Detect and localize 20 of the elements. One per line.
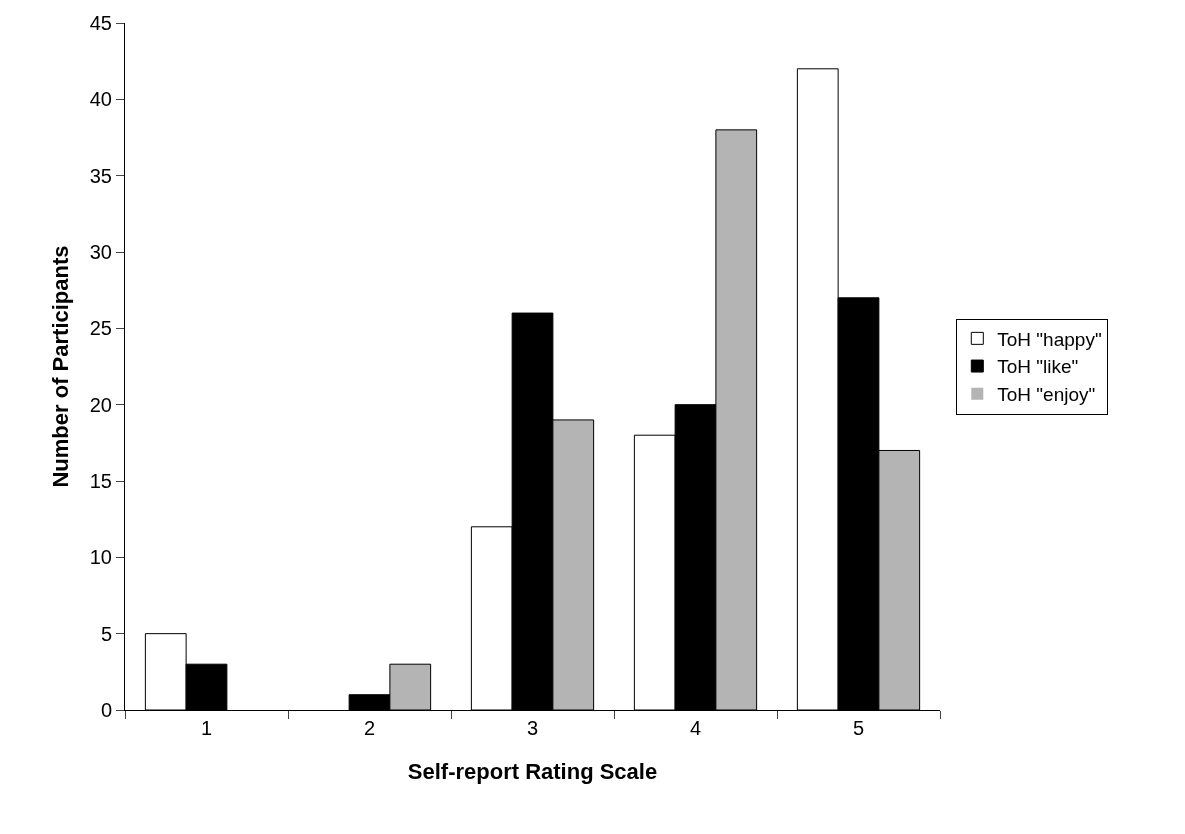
legend-label: ToH "like" — [997, 356, 1079, 378]
x-tick-label: 1 — [200, 717, 213, 739]
x-axis-title: Self-report Rating Scale — [407, 758, 658, 784]
y-tick-label: 15 — [89, 470, 112, 492]
y-tick-label: 0 — [100, 699, 112, 721]
y-axis-title: Number of Participants — [47, 245, 73, 488]
y-tick-label: 30 — [89, 241, 112, 263]
y-tick-label: 40 — [89, 88, 112, 111]
y-tick-label: 5 — [100, 622, 112, 645]
x-tick-label: 3 — [526, 717, 539, 739]
x-tick-label: 2 — [363, 717, 376, 739]
y-tick-label: 25 — [89, 317, 112, 340]
x-tick-label: 5 — [852, 717, 865, 739]
y-tick-label: 10 — [89, 546, 112, 569]
y-tick-label: 45 — [89, 12, 112, 34]
y-tick-label: 20 — [89, 393, 112, 416]
legend-label: ToH "happy" — [997, 328, 1102, 350]
x-tick-label: 4 — [689, 717, 702, 739]
legend-label: ToH "enjoy" — [997, 384, 1096, 406]
y-tick-label: 35 — [89, 164, 112, 187]
